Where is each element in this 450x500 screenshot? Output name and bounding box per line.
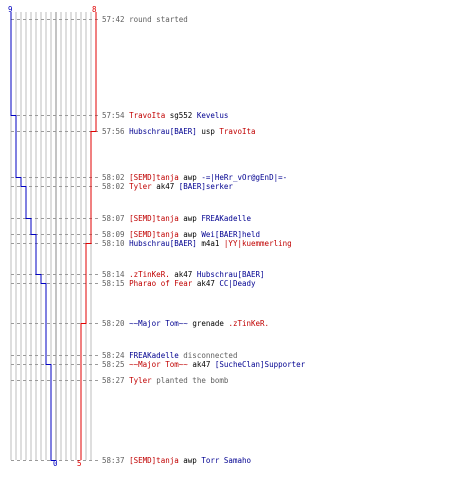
weapon-name: ak47 — [192, 360, 211, 369]
killer-name: Hubschrau[BAER] — [129, 127, 197, 136]
killer-name: ~~Major Tom~~ — [129, 360, 188, 369]
victim-name: .zTinKeR. — [228, 319, 270, 328]
event-row: 58:27 Tyler planted the bomb — [102, 376, 228, 385]
victim-name: [BAER]serker — [178, 182, 233, 191]
victim-name: Torr Samaho — [201, 456, 252, 465]
event-time: 58:37 — [102, 456, 125, 465]
weapon-name: awp — [183, 230, 197, 239]
red-end-count: 5 — [77, 459, 82, 468]
event-time: 58:24 — [102, 351, 125, 360]
victim-name: Hubschrau[BAER] — [196, 270, 265, 279]
event-message: disconnected — [183, 351, 238, 360]
killer-name: Pharao of Fear — [129, 279, 193, 288]
weapon-name: ak47 — [196, 279, 215, 288]
event-row: 58:02 [SEMD]tanja awp -=|HeRr_vOr@gEnD|=… — [102, 173, 287, 182]
event-row: 57:42 round started — [102, 15, 188, 24]
blue-start-count: 9 — [8, 5, 13, 14]
killer-name: [SEMD]tanja — [129, 230, 179, 239]
event-row: 58:09 [SEMD]tanja awp Wei[BAER]held — [102, 230, 260, 239]
event-time: 58:27 — [102, 376, 125, 385]
event-connector-lines — [11, 19, 100, 461]
event-row: 58:20 ~~Major Tom~~ grenade .zTinKeR. — [102, 319, 269, 328]
weapon-name: awp — [183, 456, 197, 465]
event-message: planted the bomb — [156, 376, 229, 385]
event-row: 58:15 Pharao of Fear ak47 CC|Deady — [102, 279, 256, 288]
victim-name: [SucheClan]Supporter — [214, 360, 306, 369]
killer-name: .zTinKeR. — [129, 270, 170, 279]
event-row: 58:10 Hubschrau[BAER] m4a1 |YY|kuemmerli… — [102, 239, 292, 248]
event-row: 58:25 ~~Major Tom~~ ak47 [SucheClan]Supp… — [102, 360, 305, 369]
weapon-name: ak47 — [174, 270, 193, 279]
event-time: 58:14 — [102, 270, 125, 279]
victim-name: Wei[BAER]held — [201, 230, 261, 239]
event-time: 58:07 — [102, 214, 125, 223]
killer-name: [SEMD]tanja — [129, 214, 179, 223]
victim-name: FREAKadelle — [201, 214, 252, 223]
red-team-alive-line — [80, 12, 97, 460]
victim-name: |YY|kuemmerling — [223, 239, 292, 248]
victim-name: -=|HeRr_vOr@gEnD|=- — [201, 173, 288, 182]
event-message: round started — [129, 15, 188, 24]
victim-name: Kevelus — [196, 111, 229, 120]
event-time: 57:42 — [102, 15, 125, 24]
weapon-name: ak47 — [156, 182, 175, 191]
killer-name: ~~Major Tom~~ — [129, 319, 188, 328]
weapon-name: awp — [183, 173, 197, 182]
victim-name: CC|Deady — [219, 279, 256, 288]
event-time: 58:09 — [102, 230, 125, 239]
event-time: 58:20 — [102, 319, 125, 328]
killer-name: [SEMD]tanja — [129, 173, 179, 182]
weapon-name: m4a1 — [201, 239, 220, 248]
weapon-name: awp — [183, 214, 197, 223]
killer-name: TravoIta — [129, 111, 166, 120]
event-row: 57:56 Hubschrau[BAER] usp TravoIta — [102, 127, 256, 136]
event-time: 58:02 — [102, 182, 125, 191]
event-row: 58:07 [SEMD]tanja awp FREAKadelle — [102, 214, 251, 223]
player-name: Tyler — [129, 376, 152, 385]
weapon-name: grenade — [192, 319, 224, 328]
event-row: 58:37 [SEMD]tanja awp Torr Samaho — [102, 456, 251, 465]
event-row: 58:24 FREAKadelle disconnected — [102, 351, 237, 360]
weapon-name: usp — [201, 127, 215, 136]
event-row: 57:54 TravoIta sg552 Kevelus — [102, 111, 228, 120]
red-start-count: 8 — [92, 5, 97, 14]
player-name: FREAKadelle — [129, 351, 179, 360]
event-time: 58:25 — [102, 360, 125, 369]
killer-name: Tyler — [129, 182, 152, 191]
event-time: 57:56 — [102, 127, 125, 136]
event-time: 58:15 — [102, 279, 125, 288]
event-time: 58:10 — [102, 239, 125, 248]
event-row: 58:02 Tyler ak47 [BAER]serker — [102, 182, 233, 191]
event-row: 58:14 .zTinKeR. ak47 Hubschrau[BAER] — [102, 270, 265, 279]
weapon-name: sg552 — [169, 111, 193, 120]
killer-name: [SEMD]tanja — [129, 456, 179, 465]
blue-end-count: 0 — [53, 459, 58, 468]
event-time: 58:02 — [102, 173, 125, 182]
blue-team-alive-line — [10, 12, 57, 461]
event-time: 57:54 — [102, 111, 125, 120]
killer-name: Hubschrau[BAER] — [129, 239, 197, 248]
victim-name: TravoIta — [219, 127, 256, 136]
